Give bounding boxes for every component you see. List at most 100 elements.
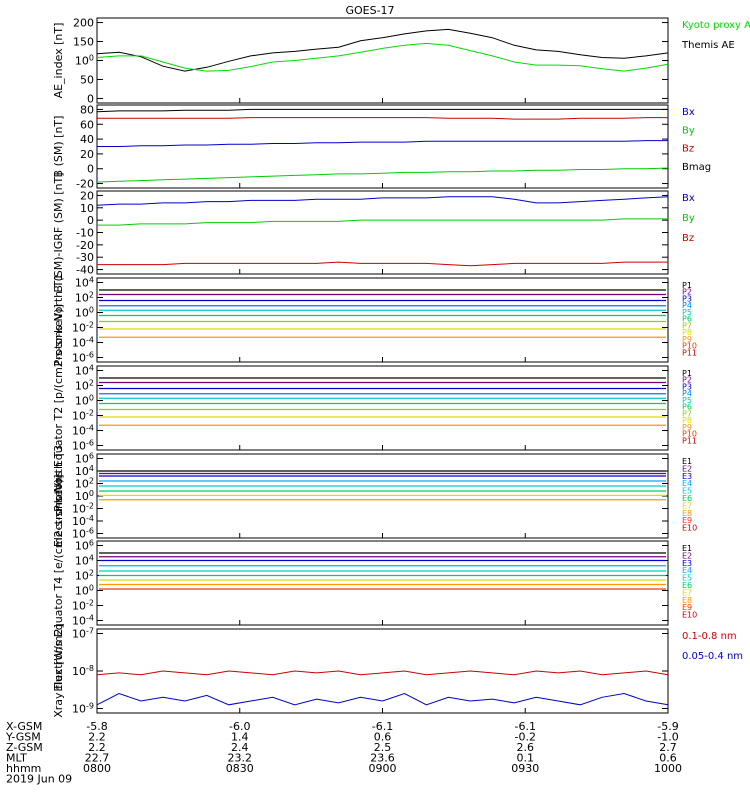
y-tick-label: 10 [80,202,94,215]
legend-entry: E8 [682,596,692,605]
y-tick-label: 104 [75,464,94,478]
footer-label: 2019 Jun 09 [6,773,72,786]
y-tick-label: 106 [75,452,94,466]
footer-value: 2.6 [517,741,535,754]
footer-value: 2.2 [88,741,106,754]
legend-entry: By [682,125,695,136]
legend-entry: E6 [682,581,692,590]
y-tick-label: 0 [87,163,94,176]
panel-frame [96,453,669,539]
y-axis-label: Protons North T1 [52,274,65,367]
legend-entry: P9 [682,423,692,432]
footer-value: -0.2 [515,731,536,744]
y-tick-label: 0 [87,214,94,227]
legend-entry: P10 [682,430,697,439]
legend-entry: E4 [682,566,692,575]
series-line [97,117,668,120]
legend-entry: E3 [682,472,692,481]
footer-value: 2.5 [374,741,392,754]
legend-entry: By [682,213,695,224]
y-tick-label: 10-4 [72,336,94,350]
footer-value: 23.6 [370,752,395,765]
legend-entry: E10 [682,524,697,533]
series-line [97,261,668,267]
footer-value: 0900 [369,762,397,775]
legend-entry: E3 [682,559,692,568]
y-tick-label: -30 [76,251,94,264]
y-tick-label: 10-4 [72,614,94,628]
legend-entry: E10 [682,611,697,620]
footer-label: Z-GSM [6,741,43,754]
y-axis-label: Electrons Equator T4 [e/(cm2-s-sr-keV)] [52,474,65,691]
y-tick-label: -20 [76,239,94,252]
y-tick-label: 150 [73,36,94,49]
y-tick-label: 10-2 [72,599,94,613]
legend-entry: 0.1-0.8 nm [682,631,737,642]
legend-entry: P3 [682,382,692,391]
legend-entry: E4 [682,479,692,488]
y-tick-label: 40 [80,133,94,146]
legend-entry: Bx [682,107,695,118]
legend-entry: E6 [682,494,692,503]
legend-entry: P5 [682,308,692,317]
y-tick-label: 10-6 [72,351,94,365]
y-tick-label: 10-2 [72,502,94,516]
y-tick-label: 10-2 [72,321,94,335]
footer-value: -6.1 [372,720,393,733]
legend-entry: E1 [682,457,692,466]
legend-entry: Themis AE [681,40,735,51]
y-tick-label: 104 [75,276,94,290]
legend-entry: P9 [682,335,692,344]
series-line [97,218,668,226]
footer-value: -6.0 [229,720,250,733]
y-tick-label: -40 [76,264,94,277]
legend-entry: Bmag [682,162,711,173]
y-tick-label: 102 [75,477,94,491]
y-axis-label: AE_index [nT] [52,23,65,99]
legend-entry: P6 [682,403,692,412]
y-tick-label: 20 [80,148,94,161]
legend-entry: P4 [682,389,692,398]
footer-value: 23.2 [228,752,253,765]
legend-entry: E1 [682,544,692,553]
series-line [97,140,668,147]
y-tick-label: 10-4 [72,514,94,528]
footer-value: 1000 [654,762,682,775]
footer-value: 0.6 [659,752,677,765]
footer-value: 0830 [226,762,254,775]
legend-entry: Kyoto proxy AE [682,20,750,31]
footer-value: 2.2 [88,731,106,744]
y-tick-label: 102 [75,291,94,305]
legend-entry: E2 [682,551,692,560]
footer-value: -1.0 [657,731,678,744]
footer-value: 0.6 [374,731,392,744]
legend-entry: P8 [682,416,692,425]
legend-entry: E7 [682,501,692,510]
y-tick-label: 106 [75,539,94,553]
legend-entry: Bz [682,144,694,155]
legend-entry: E2 [682,464,692,473]
y-tick-label: 50 [80,73,94,86]
y-axis-label: Xray flux [W/m2] [52,624,65,718]
y-tick-label: 20 [80,189,94,202]
chart-title: GOES-17 [345,4,394,17]
legend-entry: P2 [682,288,692,297]
series-line [96,692,669,706]
y-tick-label: -10 [76,227,94,240]
footer-value: 0800 [83,762,111,775]
y-tick-label: -20 [76,178,94,191]
y-tick-label: 104 [75,364,94,378]
y-axis-label: B (SM)-IGRF (SM) [nT] [52,172,65,292]
footer-value: -6.1 [515,720,536,733]
y-tick-label: 100 [75,489,94,503]
y-tick-label: 100 [75,394,94,408]
series-line [96,196,669,206]
y-axis-label: B (SM) [nT] [52,116,65,178]
legend-entry: Bz [682,233,694,244]
footer-label: Y-GSM [5,731,41,744]
legend-entry: P10 [682,342,697,351]
series-line [96,42,669,72]
y-tick-label: 10-9 [72,702,94,716]
legend-entry: P1 [682,281,692,290]
